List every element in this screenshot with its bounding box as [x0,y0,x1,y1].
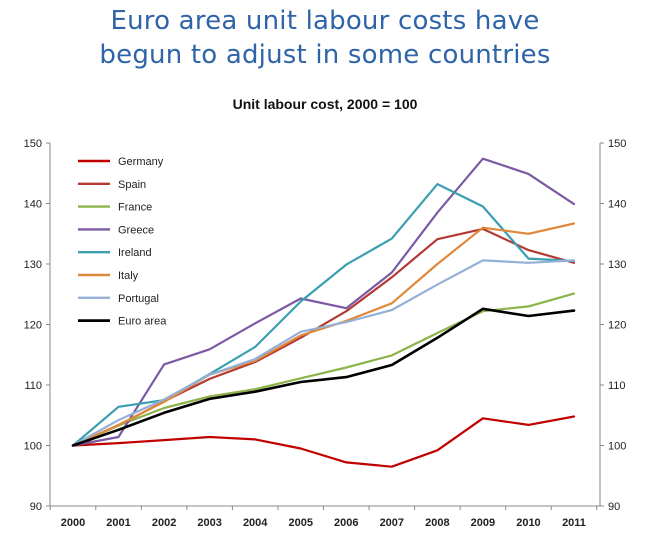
y-tick-label-left: 100 [24,441,42,453]
y-tick-label-left: 140 [24,199,42,211]
y-tick-label-right: 140 [608,199,626,211]
series-line-italy [71,222,576,447]
legend-label: France [118,202,152,214]
x-tick-label: 2006 [334,517,358,529]
x-tick-label: 2004 [243,517,268,529]
x-tick-label: 2007 [380,517,404,529]
chart-title: Euro area unit labour costs have begun t… [0,4,650,72]
legend-label: Spain [118,179,146,191]
y-tick-label-right: 130 [608,259,626,271]
x-tick-label: 2011 [562,517,586,529]
legend: Germany Spain France Greece Ireland Italy Port… [78,156,167,328]
legend-label: Portugal [118,293,159,305]
x-tick-label: 2008 [425,517,449,529]
legend-item-ireland: Ireland [78,247,152,259]
axes: 90 90 100 100 110 110 120 120 130 130 140 140 150 150… [24,138,627,529]
x-tick-label: 2010 [516,517,540,529]
legend-label: Italy [118,270,139,282]
y-tick-label-right: 120 [608,320,626,332]
chart-title-line-1: Euro area unit labour costs have [110,6,540,36]
y-tick-label-right: 100 [608,441,626,453]
series-line-euro-area [71,307,576,447]
series-line-greece [71,157,576,447]
legend-item-france: France [78,202,152,214]
legend-label: Euro area [118,316,167,328]
x-tick-label: 2003 [197,517,221,529]
legend-item-portugal: Portugal [78,293,159,305]
legend-item-greece: Greece [78,224,154,236]
series-line-germany [71,415,576,468]
y-tick-label-left: 130 [24,259,42,271]
y-tick-label-right: 150 [608,138,626,150]
legend-item-italy: Italy [78,270,139,282]
y-tick-label-left: 90 [30,501,42,513]
y-tick-label-right: 90 [608,501,620,513]
legend-item-spain: Spain [78,179,146,191]
legend-item-germany: Germany [78,156,164,168]
y-tick-label-left: 150 [24,138,42,150]
legend-label: Ireland [118,247,152,259]
x-tick-label: 2002 [152,517,176,529]
y-tick-label-left: 120 [24,320,42,332]
series-line-ireland [71,183,576,447]
series-lines [71,157,576,468]
x-tick-label: 2000 [61,517,85,529]
legend-label: Greece [118,224,154,236]
legend-label: Germany [118,156,164,168]
y-tick-label-left: 110 [24,380,42,392]
x-tick-label: 2009 [471,517,495,529]
legend-item-euro-area: Euro area [78,316,167,328]
chart-title-line-2: begun to adjust in some countries [99,40,551,70]
chart-subtitle: Unit labour cost, 2000 = 100 [232,96,418,112]
x-tick-label: 2005 [288,517,312,529]
series-line-portugal [71,259,576,447]
y-tick-label-right: 110 [608,380,626,392]
x-tick-label: 2001 [106,517,130,529]
